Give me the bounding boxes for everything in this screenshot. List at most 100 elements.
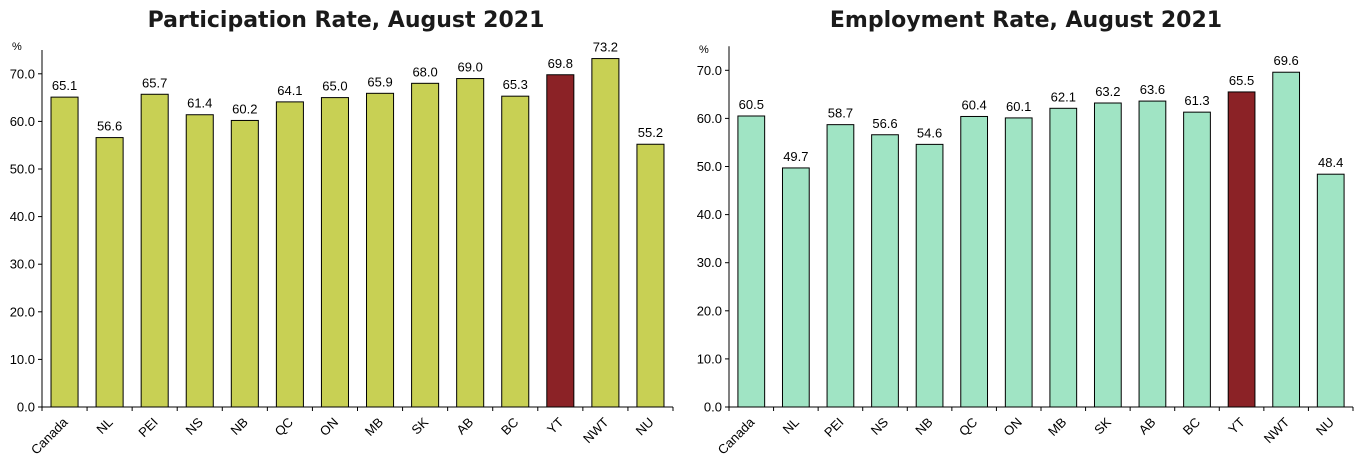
participation-chart-title: Participation Rate, August 2021 — [148, 8, 545, 33]
employment-bar-on — [1004, 117, 1033, 408]
employment-data-label: 60.4 — [961, 97, 986, 112]
employment-chart-title: Employment Rate, August 2021 — [830, 8, 1222, 33]
employment-bar-nb — [915, 143, 944, 408]
participation-data-label: 61.4 — [187, 96, 212, 111]
participation-data-label: 65.1 — [52, 78, 77, 93]
participation-data-label: 68.0 — [412, 64, 437, 79]
participation-data-label: 65.7 — [142, 75, 167, 90]
employment-y-tick-label: 30.0 — [697, 255, 722, 270]
participation-y-tick-label: 40.0 — [10, 209, 35, 224]
employment-data-label: 49.7 — [783, 149, 808, 164]
participation-data-label: 56.6 — [97, 119, 122, 134]
employment-bar-canada — [737, 115, 766, 408]
participation-y-tick-label: 60.0 — [10, 114, 35, 129]
employment-category-label: BC — [1180, 415, 1203, 438]
employment-data-label: 54.6 — [917, 125, 942, 140]
participation-category-label: SK — [408, 414, 431, 437]
employment-data-label: 56.6 — [872, 116, 897, 131]
participation-bar-on — [320, 97, 349, 408]
participation-unit-label: % — [12, 41, 22, 53]
participation-category-label: NB — [228, 415, 251, 438]
employment-y-tick-label: 70.0 — [697, 63, 722, 78]
employment-bar-mb — [1049, 107, 1078, 408]
employment-data-label: 62.1 — [1051, 89, 1076, 104]
participation-y-tick-label: 10.0 — [10, 352, 35, 367]
participation-bar-pei — [140, 93, 169, 408]
participation-category-label: MB — [362, 415, 386, 439]
employment-data-label: 69.6 — [1273, 53, 1298, 68]
employment-category-label: NWT — [1261, 414, 1293, 446]
employment-category-label: ON — [1000, 415, 1024, 439]
participation-bar-nwt — [591, 58, 620, 408]
participation-data-label: 65.0 — [322, 79, 347, 94]
participation-category-label: BC — [498, 415, 521, 438]
employment-bar-sk — [1093, 102, 1122, 408]
participation-y-tick-label: 0.0 — [17, 400, 35, 415]
employment-data-label: 63.2 — [1095, 84, 1120, 99]
participation-bar-nb — [230, 119, 259, 408]
participation-category-label: AB — [453, 415, 476, 438]
employment-bar-ab — [1138, 100, 1167, 408]
participation-data-label: 60.2 — [232, 101, 257, 116]
employment-y-tick-label: 20.0 — [697, 303, 722, 318]
employment-data-label: 63.6 — [1140, 82, 1165, 97]
employment-unit-label: % — [699, 44, 709, 56]
employment-data-label: 60.1 — [1006, 99, 1031, 114]
participation-bar-mb — [366, 92, 395, 408]
participation-category-label: Canada — [28, 414, 71, 457]
participation-data-label: 69.8 — [548, 56, 573, 71]
employment-category-label: MB — [1045, 415, 1069, 439]
participation-category-label: ON — [317, 415, 341, 439]
employment-bar-nwt — [1272, 71, 1301, 408]
employment-bar-nu — [1316, 173, 1345, 408]
employment-data-label: 61.3 — [1184, 93, 1209, 108]
participation-y-tick-label: 20.0 — [10, 304, 35, 319]
participation-category-label: NS — [182, 414, 206, 438]
participation-bar-bc — [501, 95, 530, 408]
participation-data-label: 73.2 — [593, 40, 618, 55]
employment-y-tick-label: 0.0 — [704, 400, 722, 415]
participation-y-tick-label: 70.0 — [10, 66, 35, 81]
participation-y-tick-label: 30.0 — [10, 257, 35, 272]
participation-bar-ab — [456, 78, 485, 408]
participation-data-label: 65.3 — [503, 77, 528, 92]
participation-bar-sk — [411, 82, 440, 408]
participation-category-label: PEI — [135, 415, 160, 440]
employment-bar-nl — [781, 167, 810, 408]
participation-bar-qc — [275, 101, 304, 408]
employment-category-label: SK — [1091, 414, 1114, 437]
employment-category-label: NB — [912, 415, 935, 438]
participation-bar-canada — [50, 96, 79, 408]
employment-y-tick-label: 40.0 — [697, 207, 722, 222]
participation-y-tick-label: 50.0 — [10, 162, 35, 177]
participation-bar-ns — [185, 114, 214, 408]
employment-bar-qc — [960, 115, 989, 408]
participation-bar-nu — [636, 143, 665, 408]
participation-data-label: 64.1 — [277, 83, 302, 98]
employment-bar-pei — [826, 124, 855, 408]
employment-data-label: 58.7 — [828, 106, 853, 121]
employment-data-label: 60.5 — [739, 97, 764, 112]
participation-data-label: 55.2 — [638, 125, 663, 140]
employment-category-label: NU — [1313, 415, 1337, 439]
participation-bar-nl — [95, 137, 124, 408]
employment-y-tick-label: 60.0 — [697, 111, 722, 126]
employment-rate-chart: Employment Rate, August 2021 % 0.0 10.0 20… — [697, 8, 1354, 457]
employment-category-label: Canada — [715, 414, 758, 457]
participation-category-label: NL — [93, 415, 115, 437]
employment-data-label: 65.5 — [1229, 73, 1254, 88]
employment-bar-yt — [1227, 91, 1256, 408]
participation-data-label: 65.9 — [367, 74, 392, 89]
participation-category-label: NWT — [580, 414, 612, 446]
employment-category-label: AB — [1136, 415, 1159, 438]
employment-bar-bc — [1183, 111, 1211, 408]
employment-data-label: 48.4 — [1318, 155, 1343, 170]
employment-y-tick-label: 50.0 — [697, 159, 722, 174]
employment-category-label: PEI — [821, 415, 846, 440]
participation-category-label: NU — [633, 415, 657, 439]
participation-category-label: QC — [272, 415, 296, 439]
participation-bar-yt — [546, 74, 575, 408]
employment-category-label: YT — [1225, 414, 1247, 436]
employment-bar-ns — [871, 134, 899, 408]
